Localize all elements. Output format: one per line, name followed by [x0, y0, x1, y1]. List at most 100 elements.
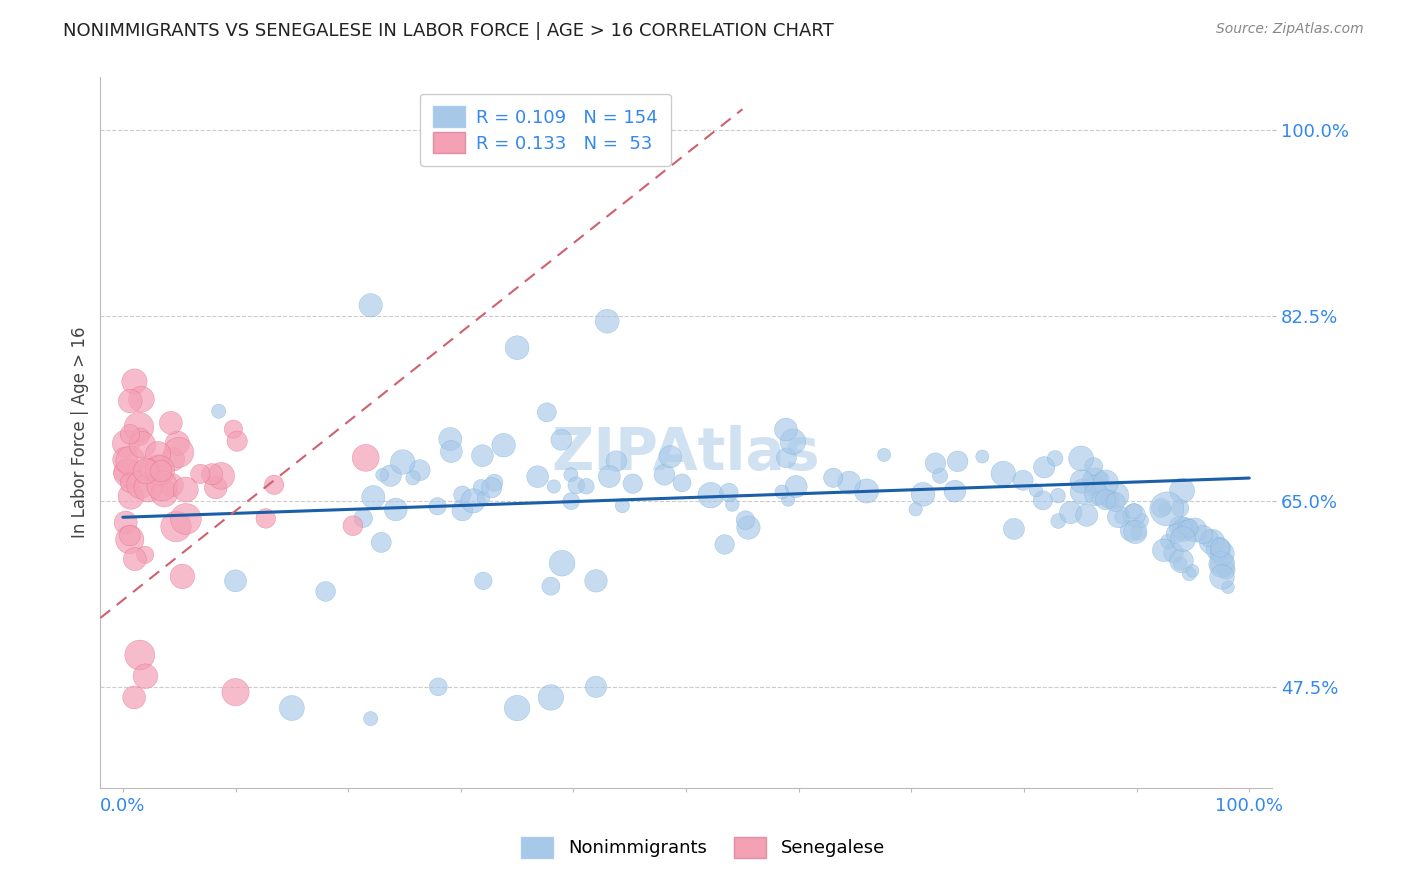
Point [1209, 541, 1232, 555]
Point [543, 479, 565, 493]
Point [1211, 558, 1233, 572]
Point [699, 488, 721, 502]
Point [1168, 501, 1191, 516]
Point [117, 466, 139, 480]
Point [1002, 522, 1025, 536]
Point [1123, 508, 1146, 522]
Point [1119, 524, 1142, 538]
Point [823, 471, 845, 485]
Point [612, 499, 634, 513]
Point [167, 445, 190, 459]
Point [146, 447, 169, 461]
Point [226, 434, 249, 449]
Point [1094, 492, 1116, 507]
Point [112, 466, 135, 480]
Point [1097, 492, 1119, 507]
Point [560, 467, 582, 482]
Point [1125, 524, 1147, 539]
Point [1070, 475, 1092, 489]
Point [136, 481, 159, 495]
Point [492, 438, 515, 452]
Point [1098, 492, 1121, 507]
Point [1083, 459, 1105, 474]
Point [124, 552, 146, 566]
Point [621, 476, 644, 491]
Point [472, 491, 495, 505]
Point [1171, 532, 1194, 546]
Point [225, 574, 247, 588]
Point [440, 444, 463, 458]
Point [596, 314, 619, 328]
Point [713, 537, 735, 551]
Point [1201, 535, 1223, 549]
Point [124, 375, 146, 389]
Point [342, 518, 364, 533]
Point [128, 648, 150, 662]
Legend: Nonimmigrants, Senegalese: Nonimmigrants, Senegalese [513, 830, 893, 865]
Point [1047, 489, 1070, 503]
Point [1171, 483, 1194, 498]
Point [551, 556, 574, 570]
Point [929, 468, 952, 483]
Point [1192, 527, 1215, 541]
Point [993, 467, 1015, 481]
Point [114, 452, 136, 467]
Point [734, 513, 756, 527]
Point [471, 449, 494, 463]
Point [775, 450, 797, 465]
Point [540, 579, 562, 593]
Point [470, 481, 492, 495]
Point [1163, 546, 1185, 560]
Y-axis label: In Labor Force | Age > 16: In Labor Force | Age > 16 [72, 326, 89, 538]
Point [782, 434, 804, 449]
Point [1130, 514, 1153, 528]
Point [598, 469, 620, 483]
Point [135, 464, 157, 478]
Point [451, 503, 474, 517]
Point [281, 701, 304, 715]
Point [207, 404, 229, 418]
Point [904, 502, 927, 516]
Point [1173, 523, 1195, 537]
Point [775, 423, 797, 437]
Point [1178, 521, 1201, 535]
Point [1047, 514, 1070, 528]
Point [363, 490, 385, 504]
Point [254, 511, 277, 525]
Point [972, 450, 994, 464]
Point [118, 427, 141, 442]
Point [402, 471, 425, 485]
Point [1109, 510, 1132, 524]
Point [160, 416, 183, 430]
Point [315, 584, 337, 599]
Point [1181, 564, 1204, 578]
Point [225, 685, 247, 699]
Point [128, 420, 150, 434]
Point [1083, 478, 1105, 492]
Point [1070, 451, 1092, 466]
Point [166, 436, 188, 450]
Point [153, 486, 176, 500]
Point [506, 341, 529, 355]
Point [1211, 547, 1233, 561]
Point [1168, 520, 1191, 534]
Point [770, 485, 793, 500]
Point [1168, 557, 1191, 571]
Point [1122, 504, 1144, 518]
Point [165, 519, 187, 533]
Point [120, 489, 142, 503]
Point [201, 467, 224, 482]
Point [911, 487, 934, 501]
Point [150, 464, 173, 478]
Point [354, 450, 377, 465]
Point [172, 569, 194, 583]
Point [120, 454, 142, 468]
Point [146, 460, 169, 475]
Text: ZIPAtlas: ZIPAtlas [551, 425, 820, 483]
Point [352, 511, 374, 525]
Text: NONIMMIGRANTS VS SENEGALESE IN LABOR FORCE | AGE > 16 CORRELATION CHART: NONIMMIGRANTS VS SENEGALESE IN LABOR FOR… [63, 22, 834, 40]
Point [1043, 451, 1066, 466]
Point [565, 478, 588, 492]
Point [360, 712, 382, 726]
Point [1076, 508, 1098, 523]
